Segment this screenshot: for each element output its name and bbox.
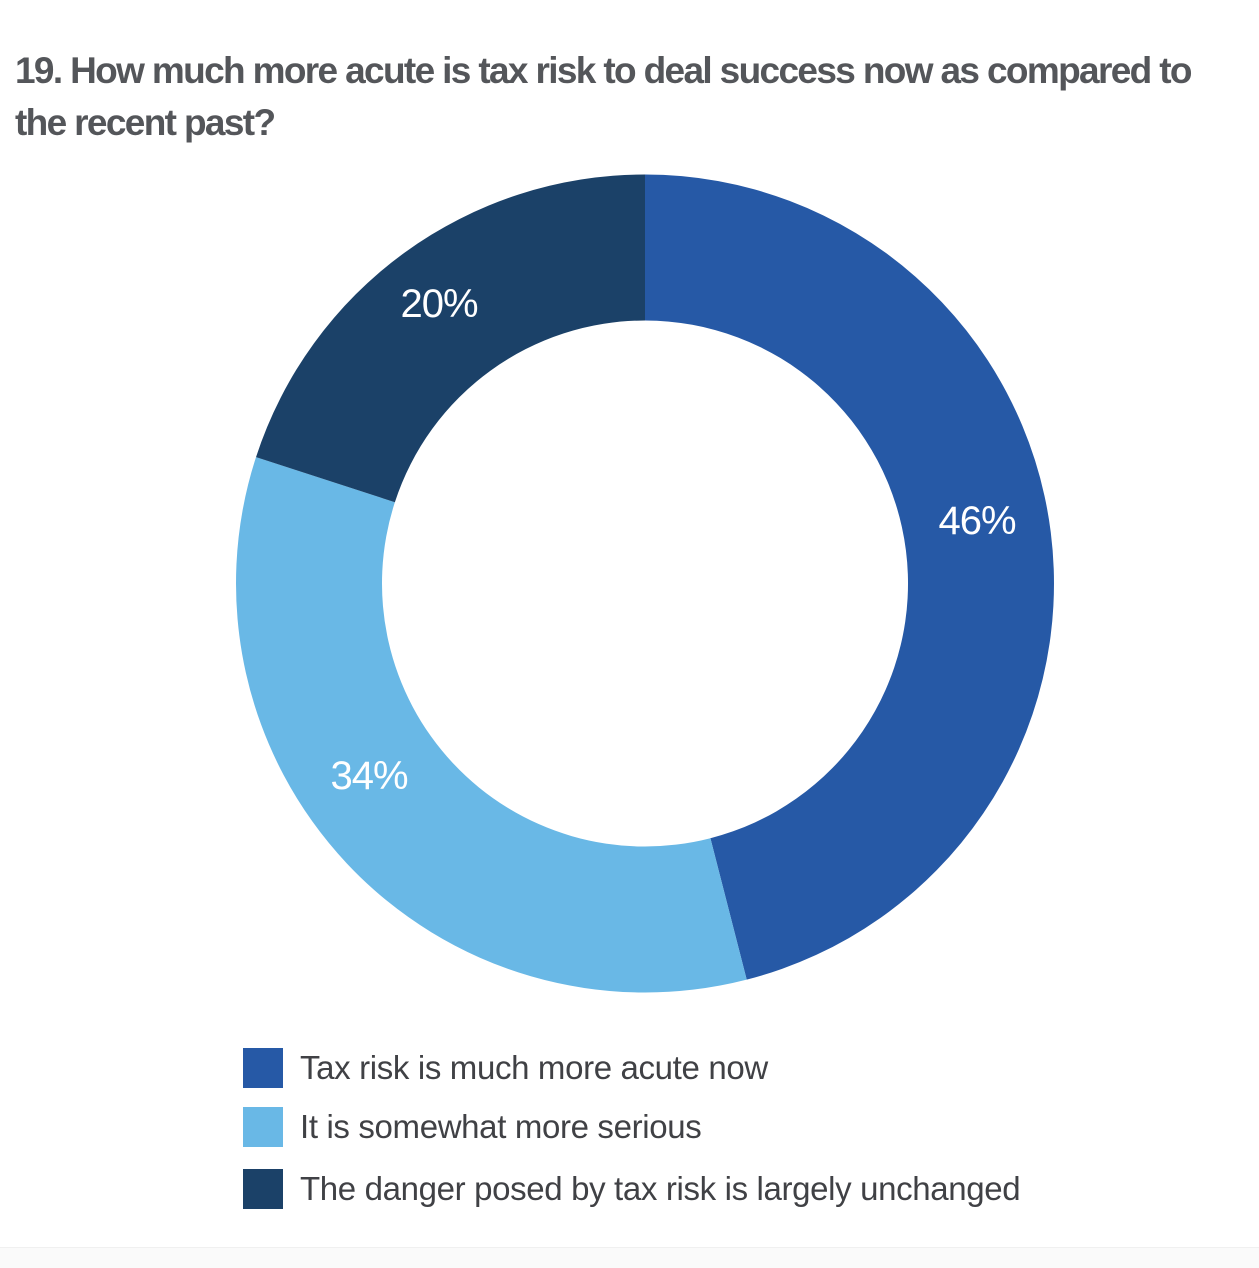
svg-text:34%: 34% [330, 754, 407, 798]
svg-text:46%: 46% [938, 499, 1015, 543]
svg-text:20%: 20% [400, 282, 477, 326]
